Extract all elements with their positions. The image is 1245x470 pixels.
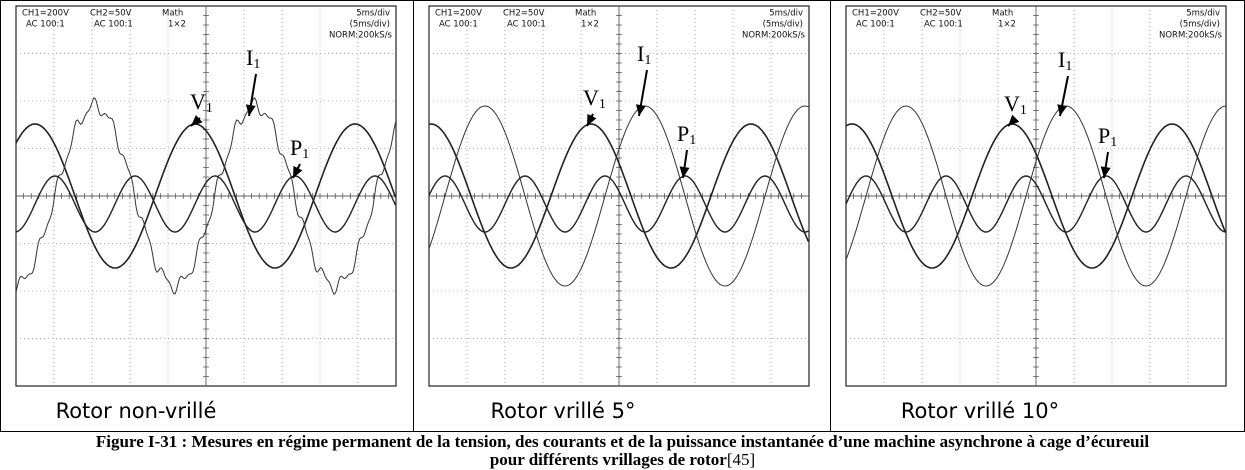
label-letter: P <box>1098 123 1110 148</box>
scope-header-text: AC 100:1 <box>856 20 895 30</box>
label-sub: 1 <box>599 97 606 112</box>
scope-header-text: 5ms/div <box>1186 9 1220 19</box>
label-letter: P <box>677 121 689 146</box>
scope-header-text: Math <box>992 9 1013 19</box>
scope-header-text: 1×2 <box>998 20 1016 30</box>
scope-header-text: NORM:200kS/s <box>742 31 806 41</box>
scope-header-text: AC 100:1 <box>507 20 546 30</box>
panel-caption: Rotor non-vrillé <box>56 399 217 423</box>
label-letter: V <box>583 85 599 110</box>
scope-header-text: CH2=50V <box>503 9 545 19</box>
scope-header-text: NORM:200kS/s <box>329 31 393 41</box>
caption-ref: [45] <box>727 450 755 469</box>
scope-header-text: AC 100:1 <box>439 20 478 30</box>
label-sub: 1 <box>253 57 260 72</box>
scope-header-text: 5ms/div <box>769 9 803 19</box>
caption-text: Figure I-31 : Mesures en régime permanen… <box>96 432 1149 469</box>
label-sub: 1 <box>302 147 309 162</box>
label-letter: V <box>1004 91 1020 116</box>
label-sub: 1 <box>1065 59 1072 74</box>
label-sub: 1 <box>1110 135 1117 150</box>
scope-header-text: 5ms/div <box>356 9 390 19</box>
scope-header-text: AC 100:1 <box>94 20 133 30</box>
scope-header-text: CH2=50V <box>920 9 962 19</box>
scope-header-text: CH2=50V <box>90 9 132 19</box>
figure-caption: Figure I-31 : Mesures en régime permanen… <box>0 432 1245 470</box>
panel-caption: Rotor vrillé 10° <box>901 399 1059 423</box>
label-letter: I <box>637 41 644 66</box>
label-letter: I <box>246 45 253 70</box>
scope-header-text: CH1=200V <box>22 9 69 19</box>
figure: CH1=200VAC 100:1CH2=50VAC 100:1Math1×25m… <box>0 0 1245 470</box>
scope-header-text: Math <box>575 9 596 19</box>
scope-header-text: 1×2 <box>581 20 599 30</box>
label-letter: P <box>290 135 302 160</box>
scope-header-text: (5ms/div) <box>1180 20 1220 30</box>
scope-header-text: AC 100:1 <box>26 20 65 30</box>
scope-header-text: Math <box>162 9 183 19</box>
label-letter: V <box>190 89 206 114</box>
scope-header-text: (5ms/div) <box>763 20 803 30</box>
label-sub: 1 <box>206 101 213 116</box>
panel-caption: Rotor vrillé 5° <box>491 399 636 423</box>
scope-header-text: CH1=200V <box>435 9 482 19</box>
label-sub: 1 <box>1020 103 1027 118</box>
scope-header-text: NORM:200kS/s <box>1159 31 1223 41</box>
label-sub: 1 <box>689 133 696 148</box>
label-sub: 1 <box>644 53 651 68</box>
scope-header-text: (5ms/div) <box>350 20 390 30</box>
scope-header-text: 1×2 <box>168 20 186 30</box>
scope-header-text: AC 100:1 <box>924 20 963 30</box>
scope-header-text: CH1=200V <box>852 9 899 19</box>
label-letter: I <box>1058 47 1065 72</box>
